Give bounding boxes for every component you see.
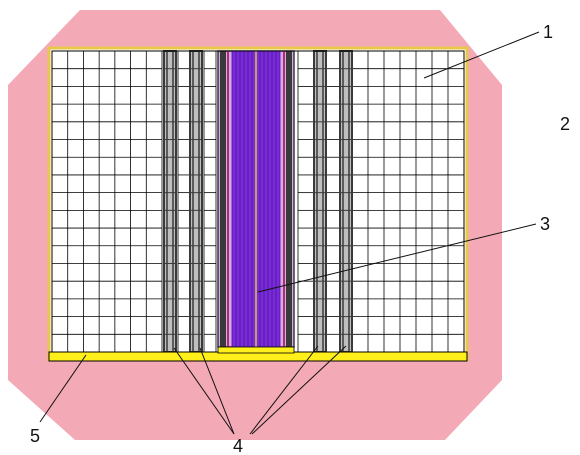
- leader-line-5: [39, 354, 87, 423]
- callout-label-3: 3: [540, 214, 550, 234]
- callout-label-1: 1: [543, 22, 553, 42]
- leader-line-4b: [199, 347, 235, 435]
- core-wall-right: [286, 51, 292, 347]
- leader-line-4d: [251, 345, 347, 435]
- channel-bar: [339, 50, 353, 353]
- leader-line-1: [423, 31, 540, 79]
- central-core: [217, 50, 295, 355]
- leader-line-4a: [173, 347, 235, 435]
- channel-bar: [313, 50, 327, 353]
- leader-line-4c: [249, 345, 319, 435]
- channel-bar: [163, 50, 177, 353]
- core-wall-left: [220, 51, 226, 347]
- channel-bar: [189, 50, 203, 353]
- core-base-plate: [217, 346, 295, 354]
- callout-label-2: 2: [560, 114, 570, 134]
- callout-label-5: 5: [30, 426, 40, 446]
- callout-label-4: 4: [233, 436, 243, 455]
- channel-bars: [163, 50, 353, 353]
- leader-line-3: [257, 223, 537, 293]
